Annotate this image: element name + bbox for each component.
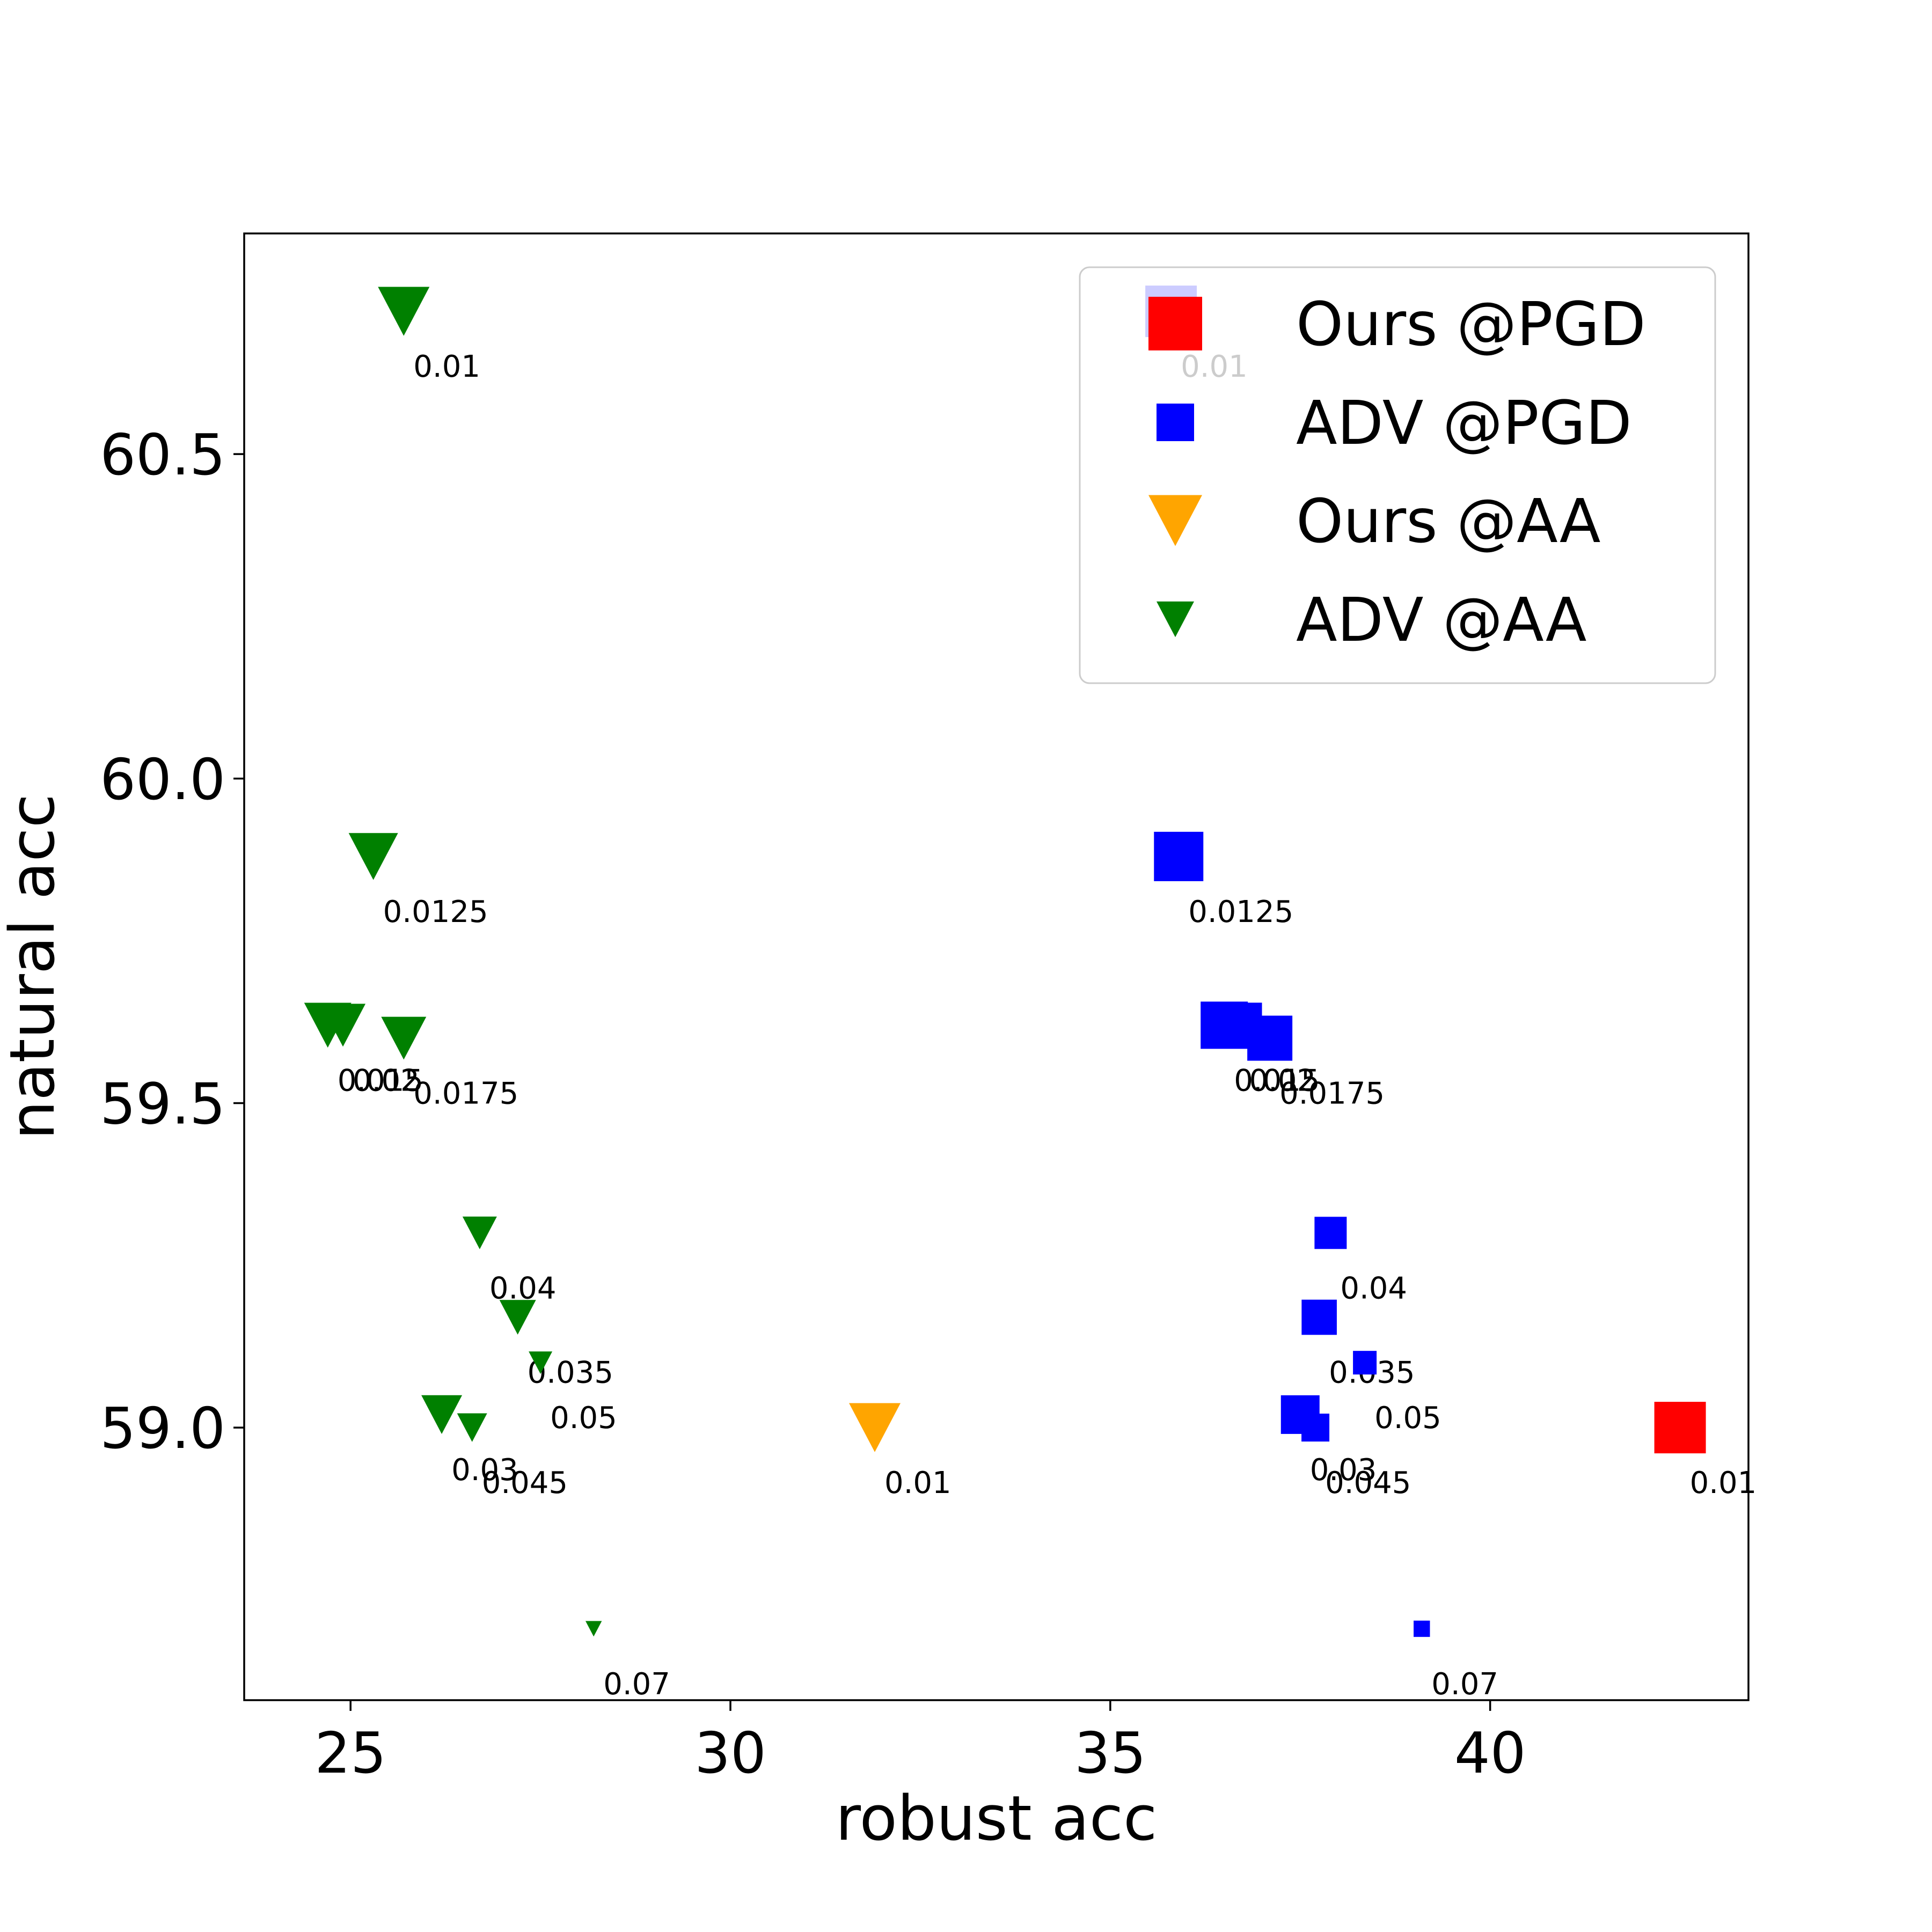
point-label-1-1: 0.0125 (1188, 895, 1293, 930)
point-1-6 (1301, 1299, 1337, 1335)
point-label-3-1: 0.0125 (383, 895, 488, 930)
point-label-3-2: 0.015 (338, 1063, 423, 1098)
point-3-1 (348, 833, 398, 880)
point-label-3-7: 0.05 (550, 1401, 617, 1436)
legend-label-0: Ours @PGD (1296, 290, 1646, 360)
y-tick-label-1: 59.5 (100, 1071, 225, 1137)
point-1-1 (1154, 831, 1204, 881)
point-label-1-8: 0.03 (1310, 1453, 1377, 1488)
point-label-3-8: 0.03 (451, 1453, 518, 1488)
x-tick-label-1: 30 (694, 1721, 766, 1786)
point-label-1-5: 0.04 (1340, 1271, 1407, 1306)
y-tick-label-2: 60.0 (100, 747, 225, 813)
point-label-1-10: 0.07 (1431, 1667, 1498, 1702)
legend-label-2: Ours @AA (1296, 487, 1601, 557)
point-label-3-9: 0.045 (482, 1466, 568, 1501)
point-0-0 (1654, 1402, 1706, 1454)
y-axis-label: natural acc (0, 794, 69, 1140)
point-1-10 (1414, 1620, 1430, 1637)
x-tick-label-3: 40 (1454, 1721, 1526, 1786)
x-tick-label-0: 25 (314, 1721, 386, 1786)
point-label-0-0: 0.01 (1690, 1466, 1757, 1501)
legend-marker-2 (1148, 495, 1202, 546)
point-3-5 (462, 1216, 497, 1249)
point-1-4 (1247, 1015, 1293, 1061)
point-label-1-2: 0.015 (1234, 1063, 1320, 1098)
point-1-7 (1353, 1351, 1377, 1375)
point-label-3-0: 0.01 (413, 349, 480, 384)
plot-frame (243, 232, 1750, 1701)
legend-label-3: ADV @AA (1296, 586, 1586, 655)
legend-marker-1 (1157, 404, 1194, 441)
point-3-8 (421, 1395, 463, 1435)
x-axis-label: robust acc (836, 1783, 1157, 1855)
plot-border (243, 232, 1750, 1701)
point-3-10 (586, 1621, 602, 1637)
legend: Ours @PGD ADV @PGD Ours @AA ADV @AA (1079, 266, 1716, 684)
x-tick-label-2: 35 (1074, 1721, 1146, 1786)
point-label-1-9: 0.045 (1325, 1466, 1411, 1501)
y-tick-label-3: 60.5 (100, 422, 225, 488)
point-label-3-3: 0.02 (353, 1063, 420, 1098)
legend-marker-3 (1157, 601, 1194, 638)
point-1-9 (1301, 1414, 1330, 1442)
legend-box (1079, 266, 1716, 684)
point-label-1-3: 0.02 (1249, 1063, 1316, 1098)
legend-marker-0 (1148, 297, 1202, 350)
point-label-2-0: 0.01 (884, 1466, 952, 1501)
point-3-7 (529, 1351, 553, 1374)
point-1-5 (1314, 1217, 1347, 1249)
point-2-0 (848, 1403, 901, 1452)
point-label-1-7: 0.05 (1374, 1401, 1441, 1436)
axis-ticks: 25 30 35 40 59.0 59.5 60.0 60.5 (100, 422, 1526, 1786)
point-3-9 (457, 1413, 487, 1442)
point-label-3-10: 0.07 (603, 1667, 670, 1702)
point-label-1-4: 0.0175 (1279, 1077, 1385, 1111)
point-3-3 (320, 1004, 366, 1047)
point-3-6 (499, 1300, 536, 1335)
point-3-0 (378, 287, 430, 336)
point-3-4 (381, 1016, 427, 1060)
legend-label-1: ADV @PGD (1296, 389, 1632, 458)
y-tick-label-0: 59.0 (100, 1396, 225, 1461)
point-label-3-4: 0.0175 (413, 1077, 518, 1111)
